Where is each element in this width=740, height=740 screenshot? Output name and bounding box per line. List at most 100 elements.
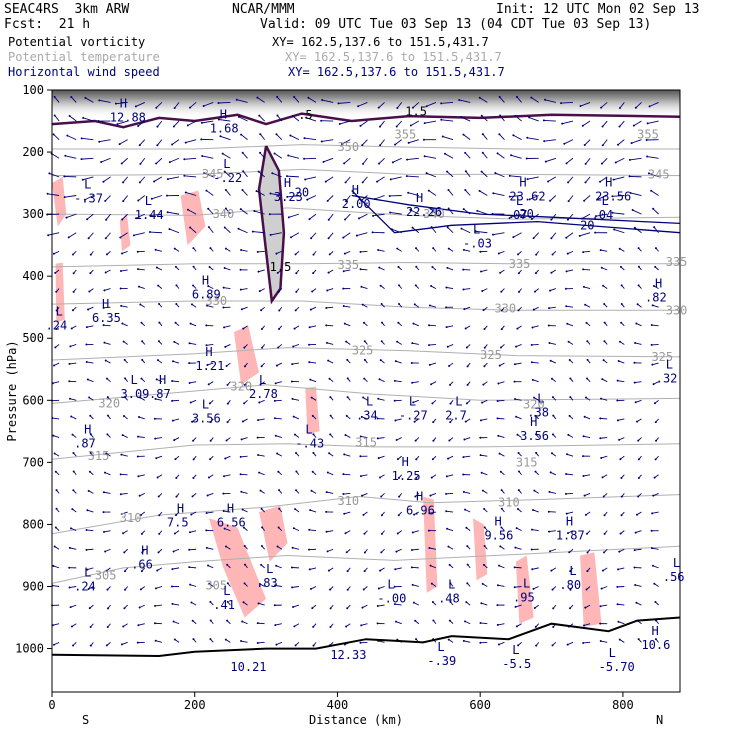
wind-arrow: [115, 101, 128, 105]
wind-arrow-head: [635, 513, 638, 516]
theta-label: 335: [337, 258, 359, 272]
wind-arrow-head: [564, 287, 567, 290]
wind-arrow-head: [465, 346, 468, 349]
wind-arrow: [361, 623, 368, 626]
wind-arrow: [532, 325, 539, 328]
wind-arrow-head: [405, 175, 408, 178]
wind-arrow-head: [358, 217, 361, 220]
wind-arrow-head: [104, 237, 107, 240]
wind-arrow-head: [543, 140, 546, 143]
wind-arrow-head: [637, 495, 640, 498]
wind-arrow: [479, 190, 488, 196]
wind-arrow: [565, 232, 574, 239]
wind-arrow-head: [81, 178, 84, 181]
wind-arrow: [410, 120, 420, 126]
wind-arrow-head: [206, 304, 209, 307]
wind-arrow-head: [235, 98, 238, 101]
theta-label: 320: [523, 398, 545, 412]
wind-arrow: [69, 115, 77, 122]
wind-arrow-head: [381, 321, 384, 324]
wind-arrow-head: [410, 361, 413, 364]
wind-arrow: [277, 115, 283, 122]
wind-arrow-head: [415, 247, 418, 250]
wind-arrow-head: [389, 178, 392, 181]
wind-arrow-head: [261, 346, 264, 349]
extremum-marker: H: [84, 423, 91, 437]
wind-arrow: [426, 101, 437, 107]
wind-arrow: [549, 195, 557, 202]
wind-arrow: [547, 176, 557, 182]
wind-arrow-head: [497, 434, 500, 437]
wind-arrow: [326, 530, 334, 533]
field-xy-theta: XY= 162.5,137.6 to 151.5,431.7: [285, 50, 502, 64]
wind-arrow: [360, 195, 368, 201]
extremum-value: 9.56: [484, 528, 513, 542]
wind-arrow-head: [496, 417, 499, 420]
wind-arrow: [288, 155, 300, 159]
wind-arrow: [647, 120, 659, 124]
wind-arrow: [169, 228, 180, 234]
wind-arrow-head: [342, 287, 345, 290]
wind-arrow: [412, 584, 419, 587]
wind-arrow-head: [646, 122, 649, 125]
wind-arrow-head: [102, 306, 105, 309]
wind-arrow-head: [171, 602, 174, 605]
wind-arrow-head: [258, 401, 261, 404]
wind-arrow-head: [414, 439, 417, 442]
wind-arrow-head: [308, 548, 311, 551]
extremum-marker: L: [145, 194, 152, 208]
wind-arrow: [497, 399, 505, 402]
wind-arrow-head: [239, 455, 242, 458]
wind-arrow-head: [479, 621, 482, 624]
wind-arrow-head: [636, 420, 639, 423]
wind-arrow-head: [68, 115, 71, 118]
wind-arrow-head: [200, 138, 203, 141]
wind-arrow-head: [498, 133, 501, 136]
wind-arrow-head: [360, 285, 363, 288]
wind-arrow-head: [72, 272, 75, 275]
extremum-value: 12.88: [110, 111, 146, 125]
wind-arrow: [567, 176, 574, 183]
wind-arrow-head: [243, 383, 246, 386]
wind-arrow-head: [122, 532, 125, 535]
wind-arrow-head: [464, 620, 467, 623]
wind-arrow-head: [425, 105, 428, 108]
wind-arrow-head: [432, 439, 435, 442]
wind-arrow-head: [635, 601, 638, 604]
wind-arrow-head: [530, 218, 533, 221]
wind-arrow-head: [584, 181, 587, 184]
wind-arrow-head: [188, 531, 191, 534]
extremum-marker: L: [409, 395, 416, 409]
wind-arrow-head: [119, 473, 122, 476]
wind-arrow: [218, 119, 231, 122]
wind-arrow: [426, 172, 437, 178]
theta-label: 305: [205, 578, 227, 592]
wind-arrow-head: [192, 458, 195, 461]
wind-arrow-head: [137, 475, 140, 478]
wind-arrow-head: [243, 402, 246, 405]
wind-arrow-head: [273, 399, 276, 402]
wind-arrow: [310, 232, 317, 239]
extremum-marker: H: [284, 176, 291, 190]
wind-arrow-head: [89, 625, 92, 628]
wind-arrow-head: [121, 322, 124, 325]
wind-arrow: [597, 195, 608, 200]
wind-arrow: [379, 120, 385, 127]
wind-arrow-head: [223, 326, 226, 329]
wind-arrow: [326, 491, 334, 494]
wind-arrow-head: [274, 434, 277, 437]
wind-arrow: [498, 381, 505, 384]
extremum-value: .38: [527, 406, 549, 420]
wind-arrow-head: [565, 270, 568, 273]
wind-arrow: [531, 529, 539, 532]
wind-arrow-head: [274, 382, 277, 385]
wind-arrow-head: [463, 308, 466, 311]
wind-arrow-head: [393, 399, 396, 402]
wind-arrow-head: [241, 508, 244, 511]
wind-arrow: [86, 529, 94, 532]
wind-arrow-head: [449, 421, 452, 424]
wind-arrow-head: [221, 152, 224, 155]
north-end-label: N: [656, 713, 663, 727]
theta-label: 320: [98, 396, 120, 410]
wind-arrow-head: [430, 226, 433, 229]
